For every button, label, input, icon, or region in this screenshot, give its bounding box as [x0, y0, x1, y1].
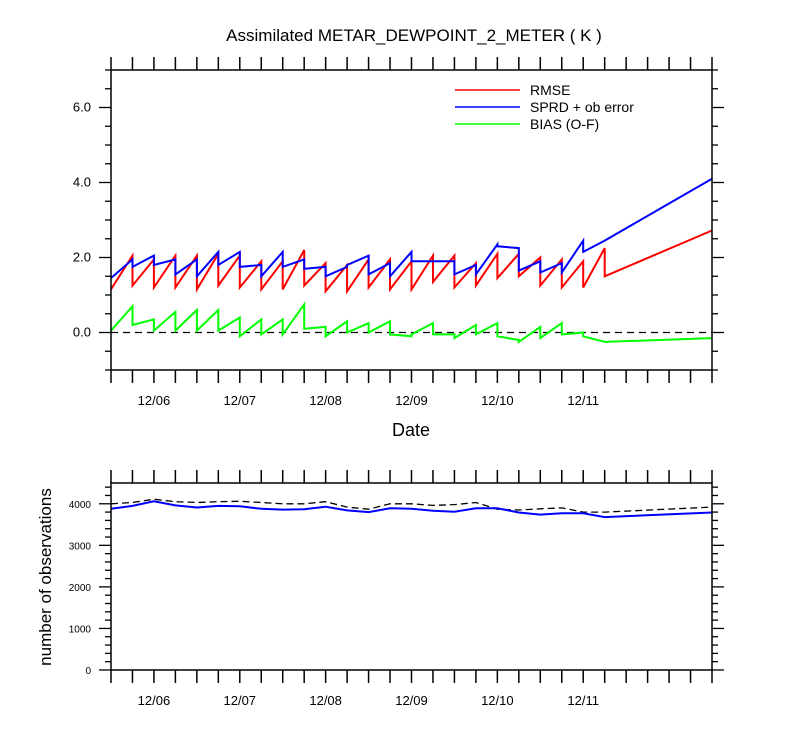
- y-tick-label: 1000: [69, 624, 92, 635]
- legend-label: RMSE: [530, 82, 570, 98]
- x-tick-label: 12/09: [395, 693, 428, 708]
- y-tick-label: 0.0: [73, 325, 91, 340]
- series-line-bias-o-f-: [110, 301, 713, 344]
- legend-label: BIAS (O-F): [530, 116, 599, 132]
- x-tick-label: 12/11: [567, 393, 599, 408]
- bottom-plot-frame: [110, 482, 713, 671]
- chart-title: Assimilated METAR_DEWPOINT_2_METER ( K ): [226, 26, 602, 45]
- top-plot-frame: [110, 69, 713, 371]
- x-tick-label: 12/11: [567, 693, 599, 708]
- y-tick-label: 4000: [69, 500, 92, 511]
- top-chart-ticks: 12/06 12/07 12/08 12/09 12/10 12/11 0.0 2.0 4.0 6…: [73, 57, 724, 408]
- series-line-observations-assimilated: [110, 500, 713, 519]
- y-tick-label: 2000: [69, 583, 92, 594]
- y-tick-label: 0: [85, 666, 91, 677]
- legend-label: SPRD + ob error: [530, 99, 634, 115]
- series-line-sprd-ob-error: [110, 177, 713, 279]
- x-tick-label: 12/06: [138, 693, 171, 708]
- x-tick-label: 12/06: [138, 393, 171, 408]
- x-tick-label: 12/08: [309, 693, 342, 708]
- top-chart-lines: [110, 177, 713, 344]
- series-line-observations-available: [110, 498, 713, 513]
- y-tick-label: 6.0: [73, 100, 91, 115]
- bottom-chart-ticks: 12/06 12/07 12/08 12/09 12/10 12/11 0 1000 2000 3…: [69, 470, 724, 708]
- x-tick-label: 12/07: [224, 393, 257, 408]
- y-tick-label: 2.0: [73, 250, 91, 265]
- top-x-axis-label: Date: [392, 420, 430, 440]
- x-tick-label: 12/09: [395, 393, 428, 408]
- x-tick-label: 12/10: [481, 393, 514, 408]
- bottom-y-axis-label: number of observations: [36, 488, 55, 666]
- bottom-chart-lines: [110, 498, 713, 519]
- x-tick-label: 12/10: [481, 693, 514, 708]
- x-tick-label: 12/07: [224, 693, 257, 708]
- x-tick-label: 12/08: [309, 393, 342, 408]
- y-tick-label: 3000: [69, 541, 92, 552]
- y-tick-label: 4.0: [73, 175, 91, 190]
